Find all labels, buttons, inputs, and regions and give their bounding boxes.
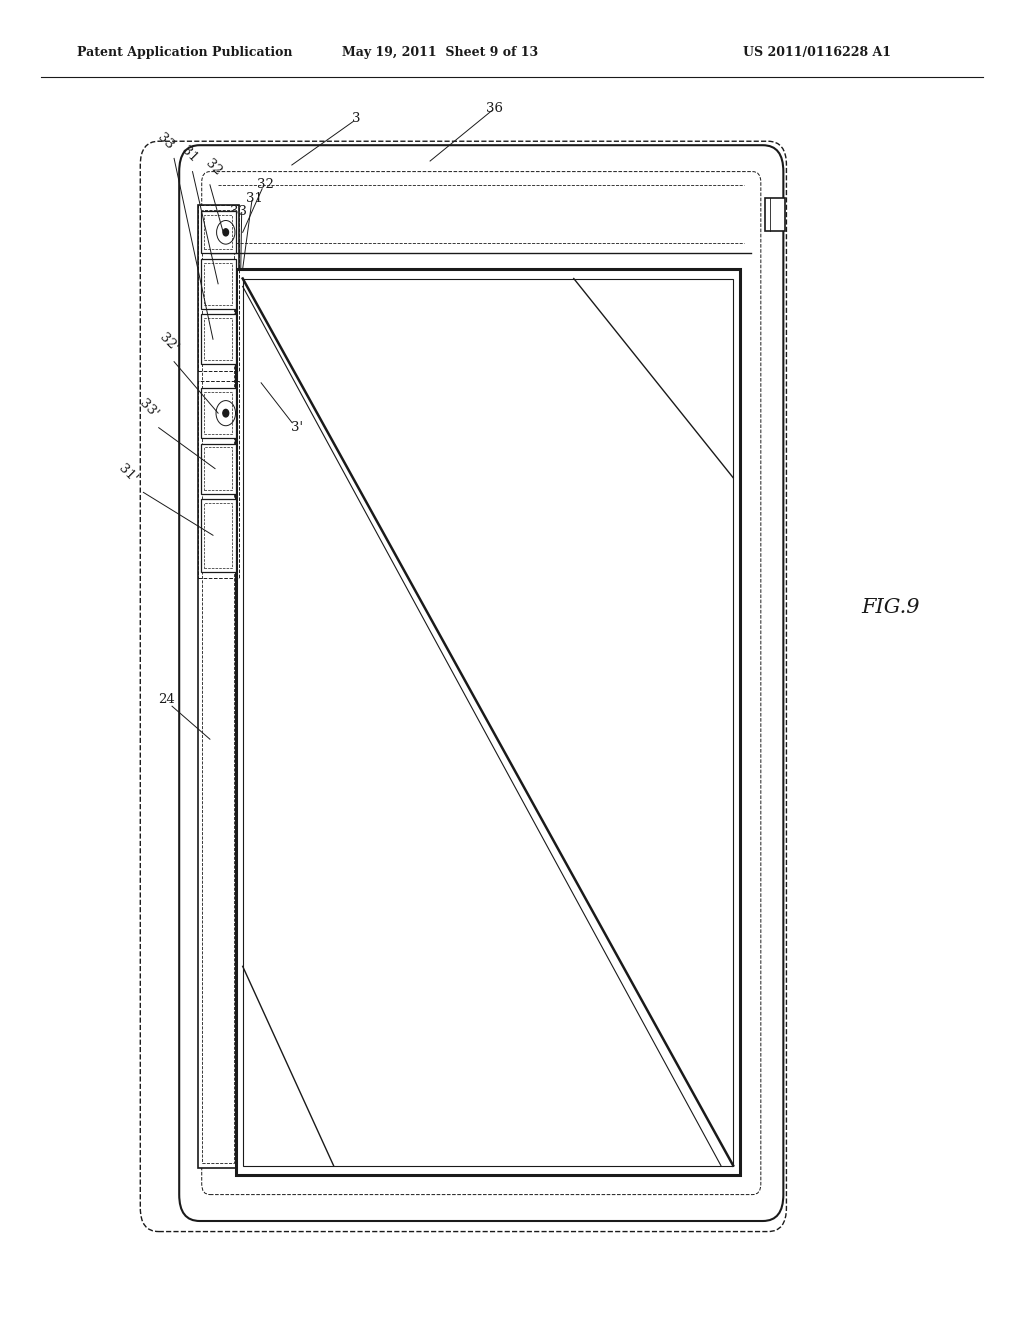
Text: 3: 3 <box>352 112 360 125</box>
Text: 31: 31 <box>246 191 262 205</box>
Bar <box>202 210 234 1163</box>
Text: May 19, 2011  Sheet 9 of 13: May 19, 2011 Sheet 9 of 13 <box>342 46 539 59</box>
Text: 33: 33 <box>156 131 176 152</box>
Bar <box>201 314 236 364</box>
Bar <box>204 263 232 305</box>
Text: 32': 32' <box>157 331 181 355</box>
Text: Patent Application Publication: Patent Application Publication <box>77 46 292 59</box>
Bar <box>201 444 236 494</box>
Bar <box>198 381 239 578</box>
Bar <box>201 259 236 309</box>
Text: 33: 33 <box>230 205 247 218</box>
Text: US 2011/0116228 A1: US 2011/0116228 A1 <box>742 46 891 59</box>
Circle shape <box>223 228 228 236</box>
Text: 31': 31' <box>116 462 140 486</box>
Text: 32: 32 <box>257 178 273 191</box>
FancyBboxPatch shape <box>140 141 786 1232</box>
Bar <box>765 198 785 231</box>
Bar <box>201 388 236 438</box>
Bar <box>201 211 236 253</box>
Circle shape <box>223 409 228 417</box>
FancyBboxPatch shape <box>179 145 783 1221</box>
Text: 31: 31 <box>179 144 200 165</box>
Bar <box>201 499 236 572</box>
Bar <box>204 503 232 568</box>
Text: 3': 3' <box>291 421 303 434</box>
Text: 36: 36 <box>486 102 503 115</box>
Text: 33': 33' <box>136 397 161 421</box>
Text: FIG.9: FIG.9 <box>861 598 921 616</box>
Text: 24: 24 <box>159 693 175 706</box>
Bar <box>204 447 232 490</box>
Text: 32: 32 <box>203 157 223 178</box>
Bar <box>243 279 733 1166</box>
Bar <box>204 392 232 434</box>
Bar <box>236 269 740 1175</box>
Bar <box>198 205 239 371</box>
Bar <box>204 215 232 249</box>
Bar <box>198 205 239 1168</box>
Bar <box>204 318 232 360</box>
